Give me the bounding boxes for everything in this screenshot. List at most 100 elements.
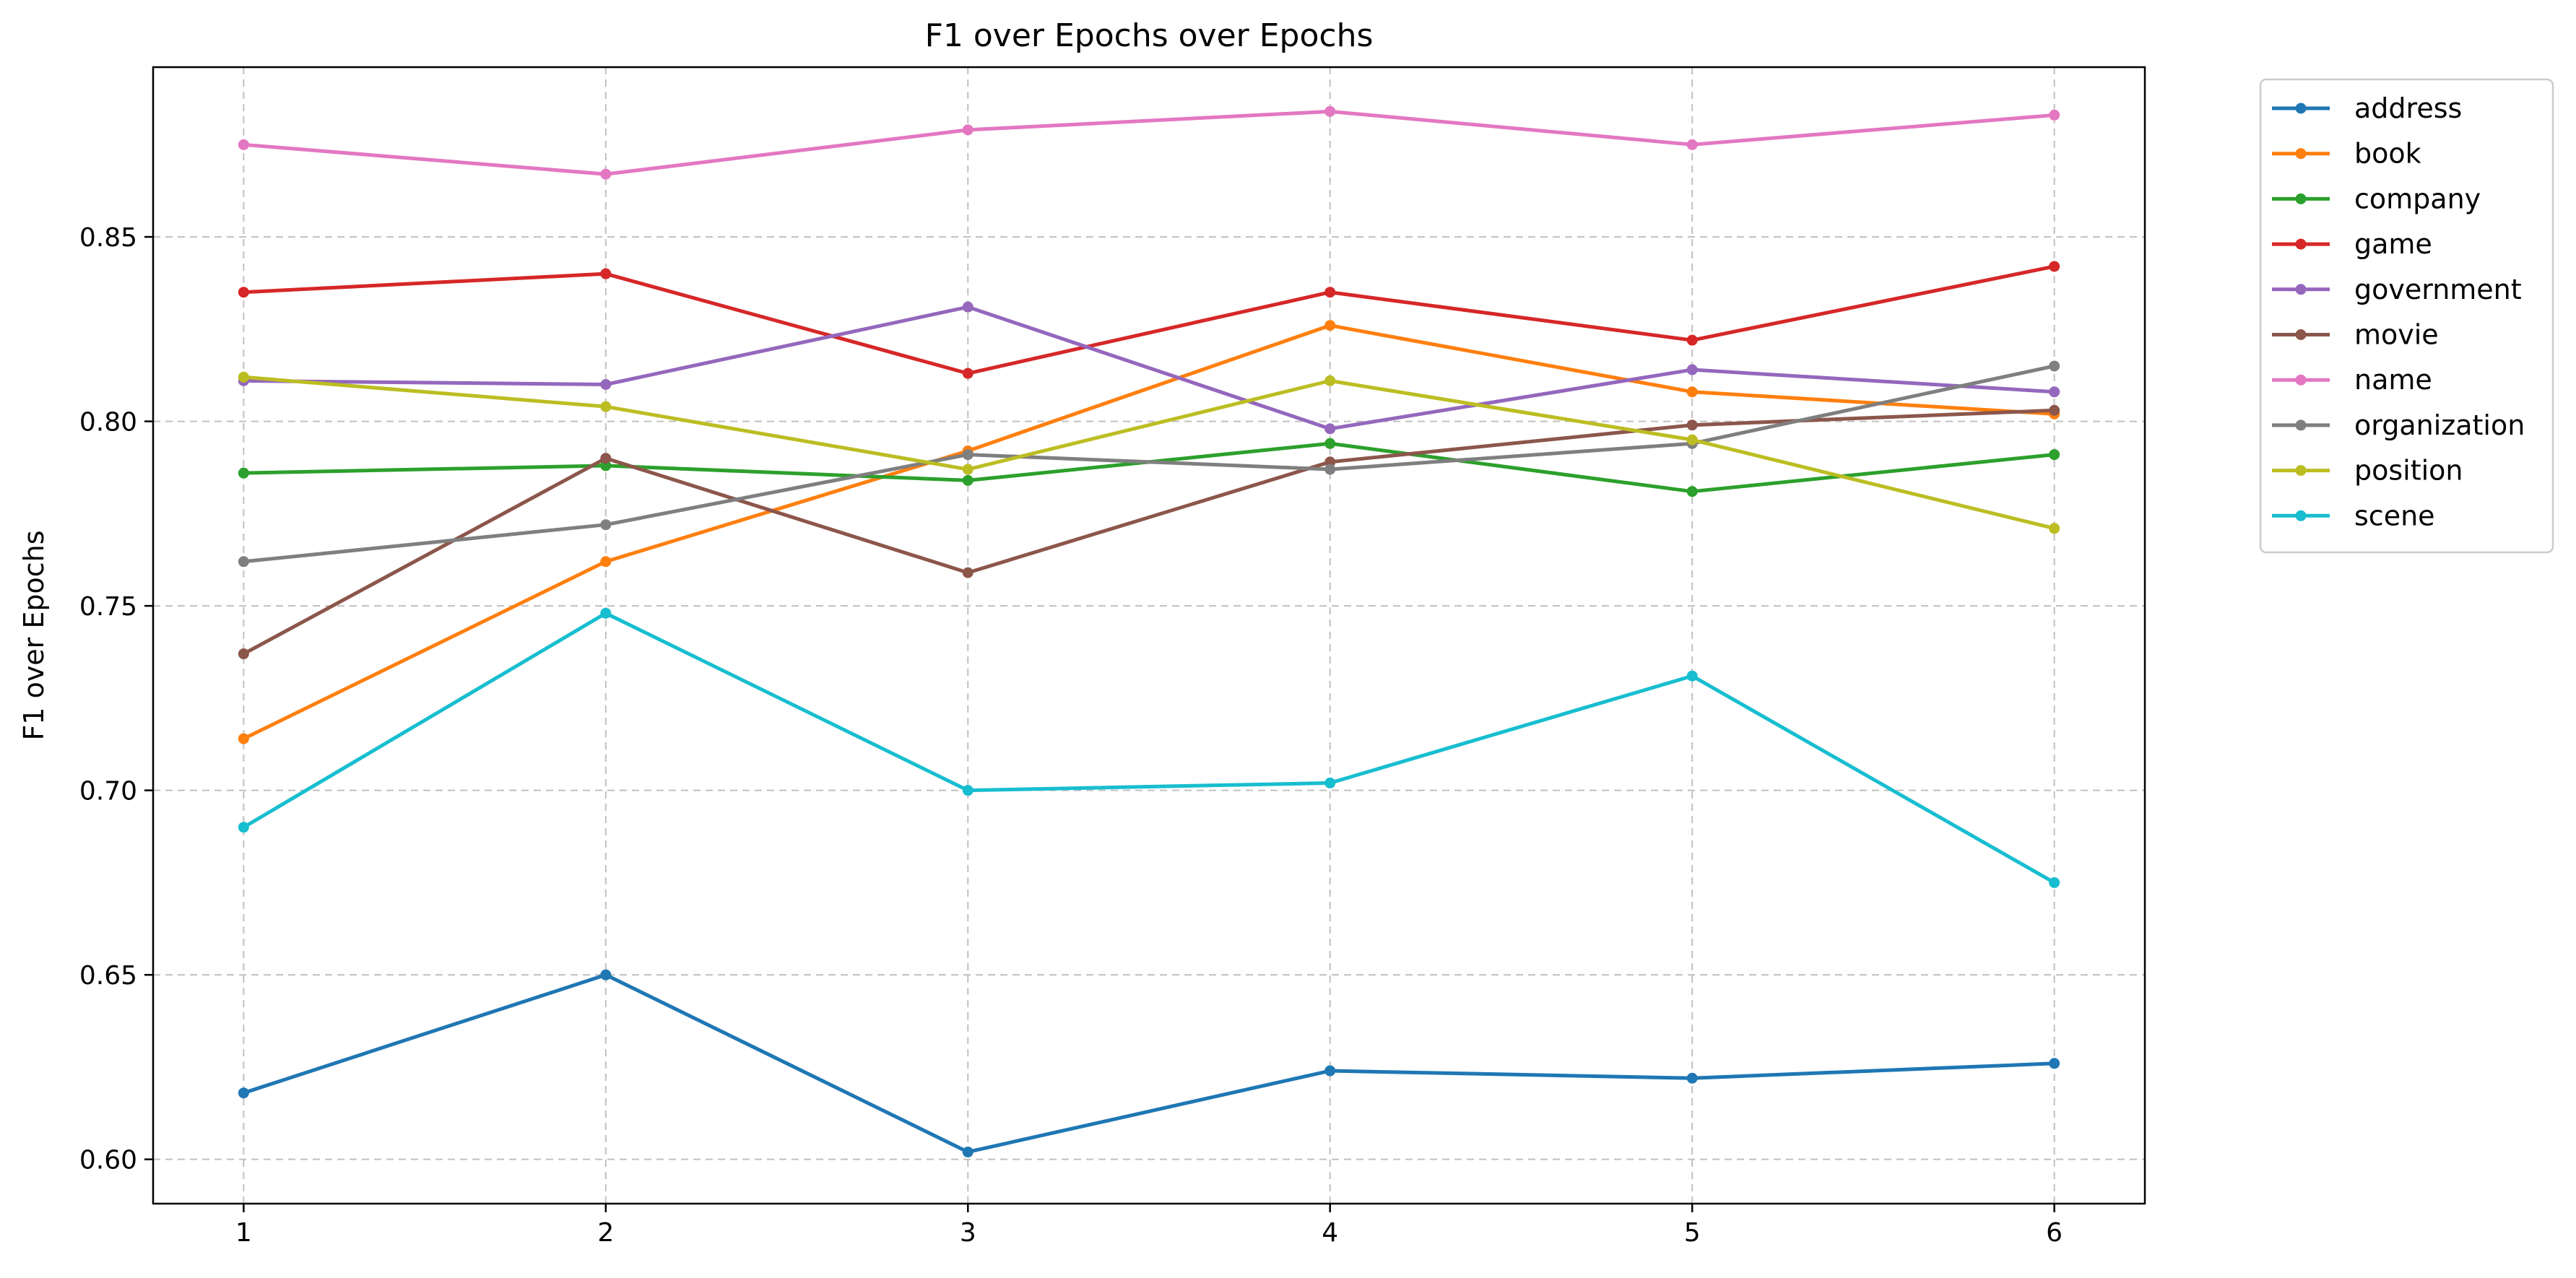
- legend-item-game: game: [2272, 228, 2432, 260]
- data-point-address: [2049, 1058, 2060, 1069]
- data-point-scene: [600, 607, 612, 619]
- x-tick-label: 3: [960, 1218, 976, 1248]
- legend-item-government: government: [2272, 274, 2522, 305]
- legend-item-address: address: [2272, 92, 2462, 124]
- data-point-game: [238, 287, 249, 298]
- legend-item-organization: organization: [2272, 409, 2525, 441]
- y-tick-label: 0.75: [79, 592, 137, 622]
- data-point-organization: [962, 449, 973, 461]
- data-point-name: [600, 168, 612, 180]
- data-point-address: [600, 969, 612, 981]
- series-line-organization: [243, 364, 2055, 564]
- data-point-name: [1686, 139, 1698, 150]
- data-point-position: [600, 401, 612, 412]
- series-scene: [238, 607, 2060, 888]
- series-line-address: [243, 973, 2055, 1154]
- data-point-position: [2049, 523, 2060, 534]
- data-point-movie: [600, 453, 612, 464]
- data-point-organization: [600, 519, 612, 531]
- series-line-name: [243, 109, 2055, 176]
- series-organization: [238, 360, 2060, 568]
- data-point-scene: [2049, 877, 2060, 888]
- data-point-organization: [2049, 360, 2060, 372]
- legend-marker-scene: [2295, 510, 2307, 521]
- series-line-game: [243, 264, 2055, 375]
- series-name: [238, 105, 2060, 180]
- legend-marker-book: [2295, 148, 2307, 160]
- legend-marker-name: [2295, 374, 2307, 386]
- legend-marker-game: [2295, 238, 2307, 250]
- data-point-company: [238, 467, 249, 479]
- data-point-game: [1686, 334, 1698, 346]
- data-point-name: [2049, 109, 2060, 121]
- data-point-game: [2049, 261, 2060, 272]
- legend-label-government: government: [2354, 274, 2522, 305]
- legend: address book company game government movie nam…: [2259, 78, 2554, 554]
- data-point-company: [962, 474, 973, 486]
- data-point-scene: [1324, 777, 1336, 788]
- data-point-book: [600, 556, 612, 568]
- data-point-address: [1686, 1072, 1698, 1084]
- series-line-government: [243, 305, 2055, 431]
- data-point-company: [1686, 486, 1698, 497]
- x-tick-label: 1: [235, 1218, 252, 1248]
- data-point-government: [1686, 364, 1698, 375]
- data-point-name: [238, 139, 249, 150]
- data-point-movie: [2049, 404, 2060, 416]
- y-axis-label: F1 over Epochs: [18, 530, 50, 740]
- legend-label-book: book: [2354, 138, 2421, 170]
- chart-title: F1 over Epochs over Epochs: [925, 17, 1374, 54]
- data-point-game: [1324, 287, 1336, 298]
- legend-item-scene: scene: [2272, 500, 2435, 531]
- series-position: [238, 371, 2060, 534]
- axes: 1 2 3 4 5 6 0.60 0.65 0.70 0.75 0.80 0.85: [79, 223, 2063, 1248]
- x-tick-label: 5: [1684, 1218, 1701, 1248]
- data-point-name: [962, 124, 973, 136]
- legend-label-game: game: [2354, 228, 2432, 260]
- data-point-organization: [238, 556, 249, 568]
- data-point-game: [600, 268, 612, 279]
- series-government: [238, 301, 2060, 435]
- series-address: [238, 969, 2060, 1157]
- series-lines: [238, 105, 2060, 1157]
- data-point-position: [1686, 434, 1698, 445]
- legend-box: [2259, 78, 2554, 554]
- x-tick-label: 4: [1322, 1218, 1338, 1248]
- legend-marker-movie: [2295, 329, 2307, 340]
- data-point-book: [1686, 386, 1698, 398]
- legend-label-scene: scene: [2354, 500, 2435, 531]
- x-tick-label: 6: [2046, 1218, 2063, 1248]
- series-line-position: [243, 375, 2055, 531]
- x-tick-label: 2: [597, 1218, 614, 1248]
- y-tick-label: 0.60: [79, 1146, 137, 1175]
- legend-label-address: address: [2354, 92, 2462, 124]
- data-point-position: [238, 371, 249, 383]
- data-point-government: [1324, 423, 1336, 435]
- series-line-book: [243, 323, 2055, 741]
- legend-item-position: position: [2272, 455, 2463, 487]
- legend-label-name: name: [2354, 364, 2432, 396]
- data-point-book: [1324, 320, 1336, 331]
- data-point-address: [962, 1146, 973, 1157]
- data-point-government: [962, 301, 973, 313]
- legend-item-movie: movie: [2272, 319, 2439, 351]
- legend-label-movie: movie: [2354, 319, 2439, 351]
- data-point-government: [2049, 386, 2060, 398]
- data-point-company: [2049, 449, 2060, 461]
- legend-item-name: name: [2272, 364, 2432, 396]
- legend-label-organization: organization: [2354, 409, 2525, 441]
- y-tick-label: 0.65: [79, 961, 137, 991]
- legend-marker-government: [2295, 284, 2307, 295]
- y-tick-label: 0.80: [79, 408, 137, 438]
- legend-marker-company: [2295, 193, 2307, 204]
- legend-marker-organization: [2295, 420, 2307, 431]
- series-line-movie: [243, 408, 2055, 656]
- data-point-movie: [1686, 420, 1698, 431]
- data-point-game: [962, 368, 973, 379]
- data-point-position: [962, 464, 973, 475]
- legend-label-company: company: [2354, 183, 2481, 214]
- y-tick-label: 0.70: [79, 777, 137, 807]
- data-point-movie: [238, 648, 249, 660]
